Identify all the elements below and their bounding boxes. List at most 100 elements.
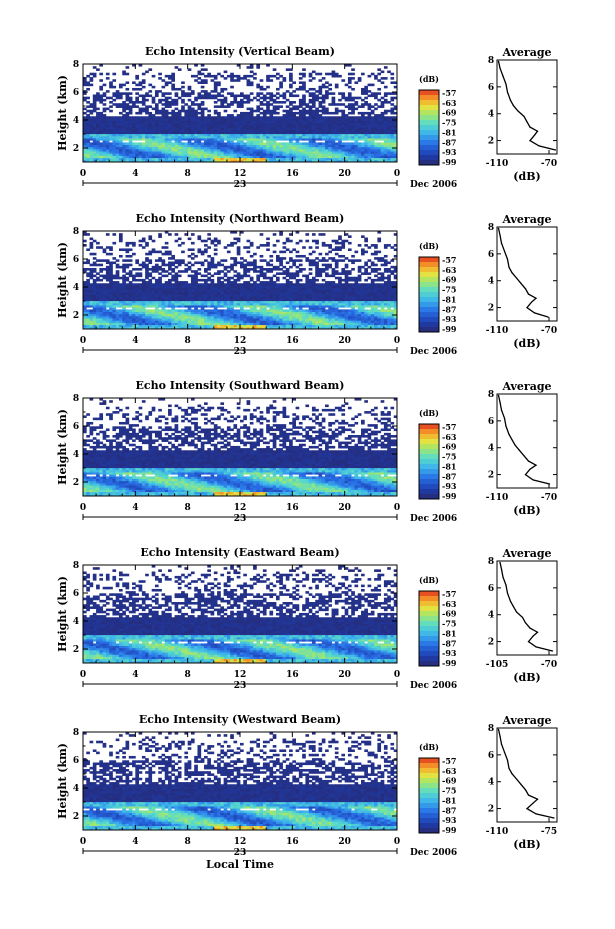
heatmap-cell: [243, 101, 247, 104]
heatmap-cell: [154, 326, 159, 330]
heatmap-cell: [174, 151, 179, 154]
heatmap-cell: [308, 138, 313, 141]
heatmap-cell: [204, 133, 208, 137]
heatmap-cell: [393, 129, 398, 132]
heatmap-cell: [282, 120, 287, 124]
heatmap-cell: [164, 155, 169, 159]
heatmap-cell: [236, 309, 241, 312]
heatmap-cell: [128, 140, 133, 143]
heatmap-cell: [226, 116, 231, 119]
heatmap-cell: [361, 283, 365, 286]
heatmap-cell: [338, 74, 342, 78]
heatmap-cell: [141, 98, 146, 102]
heatmap-cell: [364, 96, 368, 100]
heatmap-cell: [256, 64, 261, 67]
heatmap-cell: [122, 118, 126, 122]
heatmap-cell: [164, 127, 169, 130]
heatmap-cell: [351, 155, 355, 159]
heatmap-cell: [187, 131, 192, 135]
heatmap-cell: [207, 157, 211, 161]
heatmap-cell: [289, 140, 293, 143]
x-tick-label: 8: [185, 169, 191, 179]
heatmap-cell: [151, 96, 156, 100]
heatmap-cell: [256, 157, 261, 161]
heatmap-cell: [383, 157, 388, 161]
heatmap-cell: [298, 159, 303, 163]
heatmap-cell: [289, 114, 293, 117]
heatmap-cell: [161, 142, 166, 145]
heatmap-cell: [220, 105, 225, 108]
heatmap-cell: [89, 153, 94, 156]
heatmap-cell: [341, 120, 346, 124]
heatmap-cell: [141, 326, 146, 330]
heatmap-cell: [210, 135, 215, 139]
heatmap-cell: [197, 159, 202, 163]
heatmap-cell: [243, 124, 247, 128]
heatmap-cell: [279, 138, 283, 141]
heatmap-cell: [387, 140, 391, 143]
heatmap-cell: [92, 74, 97, 78]
heatmap-cell: [262, 124, 267, 128]
heatmap-cell: [315, 94, 319, 98]
heatmap-cell: [311, 70, 316, 74]
heatmap-cell: [292, 105, 296, 108]
heatmap-cell: [302, 87, 306, 91]
heatmap-cell: [184, 144, 189, 148]
heatmap-cell: [374, 114, 378, 117]
heatmap-cell: [240, 148, 244, 152]
heatmap-cell: [177, 114, 182, 117]
heatmap-cell: [171, 138, 175, 141]
heatmap-cell: [334, 153, 339, 156]
heatmap-cell: [334, 133, 339, 137]
heatmap-cell: [194, 155, 198, 159]
heatmap-cell: [184, 326, 189, 330]
heatmap-cell: [177, 131, 182, 135]
heatmap-cell: [96, 107, 100, 111]
heatmap-cell: [89, 131, 94, 135]
heatmap-cell: [367, 114, 372, 117]
heatmap-cell: [275, 146, 280, 150]
heatmap-cell: [253, 144, 257, 148]
heatmap-cell: [236, 146, 241, 150]
heatmap-cell: [377, 79, 382, 82]
heatmap-cell: [311, 109, 316, 113]
heatmap-cell: [262, 153, 267, 156]
heatmap-cell: [164, 92, 169, 95]
heatmap-cell: [351, 148, 355, 152]
heatmap-cell: [269, 120, 274, 124]
heatmap-cell: [128, 148, 133, 152]
heatmap-cell: [109, 146, 113, 150]
heatmap-cell: [374, 129, 378, 132]
heatmap-cell: [161, 92, 166, 95]
heatmap-cell: [364, 155, 368, 159]
heatmap-cell: [298, 127, 303, 130]
heatmap-cell: [282, 96, 287, 100]
heatmap-cell: [308, 133, 313, 137]
heatmap-cell: [279, 118, 283, 122]
heatmap-cell: [158, 146, 162, 150]
heatmap-cell: [86, 146, 90, 150]
heatmap-cell: [295, 120, 300, 124]
heatmap-cell: [226, 129, 231, 132]
heatmap-cell: [233, 146, 238, 150]
heatmap-cell: [92, 142, 97, 145]
heatmap-cell: [109, 120, 113, 124]
heatmap-cell: [370, 111, 375, 115]
heatmap-cell: [256, 309, 261, 312]
heatmap-cell: [213, 101, 218, 104]
heatmap-cell: [220, 309, 225, 312]
heatmap-cell: [338, 131, 342, 135]
heatmap-cell: [109, 135, 113, 139]
heatmap-cell: [272, 138, 277, 141]
heatmap-cell: [311, 133, 316, 137]
heatmap-cell: [171, 142, 175, 145]
heatmap-cell: [318, 105, 323, 108]
heatmap-cell: [96, 153, 100, 156]
heatmap-cell: [298, 138, 303, 141]
heatmap-cell: [282, 101, 287, 104]
heatmap-cell: [92, 144, 97, 148]
heatmap-cell: [308, 111, 313, 115]
heatmap-cell: [344, 129, 349, 132]
heatmap-cell: [321, 142, 326, 145]
heatmap-cell: [374, 144, 378, 148]
